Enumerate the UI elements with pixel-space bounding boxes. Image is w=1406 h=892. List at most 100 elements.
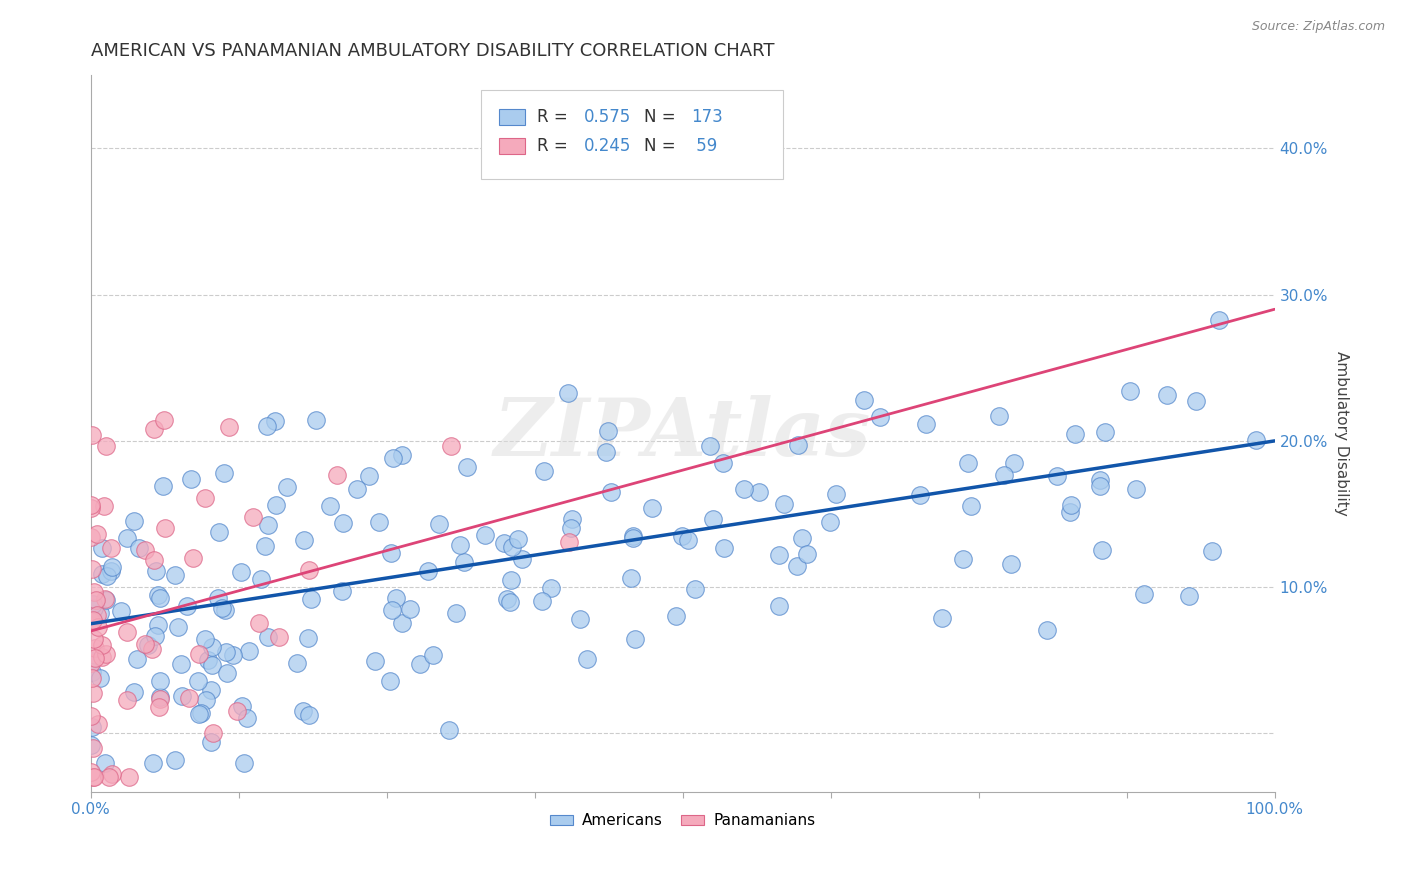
Point xyxy=(122,684,145,698)
Point xyxy=(952,551,974,566)
Point xyxy=(146,588,169,602)
Point xyxy=(96,569,118,583)
Point xyxy=(620,572,643,586)
Point xyxy=(238,643,260,657)
Text: 59: 59 xyxy=(690,137,717,155)
Point xyxy=(787,438,810,452)
Point xyxy=(172,689,194,703)
Point xyxy=(1156,387,1178,401)
Point xyxy=(80,498,103,512)
Point xyxy=(492,535,515,549)
Point xyxy=(247,615,270,630)
Point xyxy=(96,439,118,453)
Point xyxy=(134,543,156,558)
Y-axis label: Ambulatory Disability: Ambulatory Disability xyxy=(1334,351,1348,516)
Text: 0.575: 0.575 xyxy=(585,108,631,126)
Point xyxy=(299,591,322,606)
Point xyxy=(381,603,404,617)
Point xyxy=(231,565,253,579)
Point xyxy=(298,708,321,723)
Point xyxy=(796,547,818,561)
Point xyxy=(84,651,107,665)
Point xyxy=(957,456,980,470)
Point xyxy=(207,591,229,606)
Point xyxy=(201,640,224,654)
FancyBboxPatch shape xyxy=(499,109,526,125)
Point xyxy=(1178,590,1201,604)
Point xyxy=(768,599,790,614)
Point xyxy=(115,531,138,545)
Point xyxy=(1201,543,1223,558)
Point xyxy=(449,538,471,552)
Point xyxy=(671,529,693,543)
Point xyxy=(768,548,790,562)
Point xyxy=(218,420,240,434)
Text: R =: R = xyxy=(537,108,574,126)
Point xyxy=(215,666,238,681)
Point xyxy=(91,639,114,653)
Point xyxy=(149,690,172,705)
Point xyxy=(380,546,402,560)
Point xyxy=(211,600,233,615)
Point xyxy=(399,602,422,616)
Text: 0.245: 0.245 xyxy=(585,137,631,155)
Point xyxy=(297,631,319,645)
Point xyxy=(231,699,253,714)
Point xyxy=(96,592,118,607)
Point xyxy=(1000,557,1022,571)
Point xyxy=(1088,479,1111,493)
Point xyxy=(711,457,734,471)
Point xyxy=(149,591,172,605)
Point xyxy=(1035,623,1057,637)
Point xyxy=(364,654,387,668)
Text: AMERICAN VS PANAMANIAN AMBULATORY DISABILITY CORRELATION CHART: AMERICAN VS PANAMANIAN AMBULATORY DISABI… xyxy=(90,42,775,60)
Point xyxy=(305,413,328,427)
Point xyxy=(190,706,212,721)
Point xyxy=(127,652,149,666)
Point xyxy=(599,485,621,500)
Point xyxy=(499,595,522,609)
Point xyxy=(276,480,298,494)
Point xyxy=(993,467,1015,482)
Point xyxy=(263,414,285,428)
Point xyxy=(444,606,467,620)
Point xyxy=(561,512,583,526)
Point xyxy=(560,521,582,535)
Point xyxy=(495,592,517,607)
Point xyxy=(422,648,444,662)
Point xyxy=(297,563,319,577)
Point xyxy=(83,601,105,615)
Point xyxy=(408,657,430,672)
Point xyxy=(163,754,186,768)
Point xyxy=(94,647,117,661)
Point xyxy=(332,516,354,530)
Point xyxy=(79,501,101,516)
Point xyxy=(97,770,120,784)
Point xyxy=(569,611,592,625)
Point xyxy=(100,564,122,578)
Point xyxy=(236,711,259,725)
Point xyxy=(533,464,555,478)
Text: 173: 173 xyxy=(690,108,723,126)
Point xyxy=(359,468,381,483)
Point xyxy=(149,674,172,689)
Point xyxy=(1118,384,1140,398)
Point xyxy=(86,620,108,634)
Point xyxy=(145,565,167,579)
Point xyxy=(790,531,813,545)
Point xyxy=(176,599,198,614)
Point xyxy=(225,704,247,718)
Point xyxy=(391,448,413,462)
Point xyxy=(510,551,533,566)
Point xyxy=(82,741,104,756)
Point xyxy=(439,723,461,738)
Point xyxy=(1094,425,1116,439)
Point xyxy=(257,518,280,533)
Point xyxy=(453,555,475,569)
Point xyxy=(91,649,114,664)
Point xyxy=(595,445,617,459)
Point xyxy=(188,647,211,661)
Point xyxy=(80,614,103,628)
Point xyxy=(330,583,353,598)
Point xyxy=(89,671,111,685)
